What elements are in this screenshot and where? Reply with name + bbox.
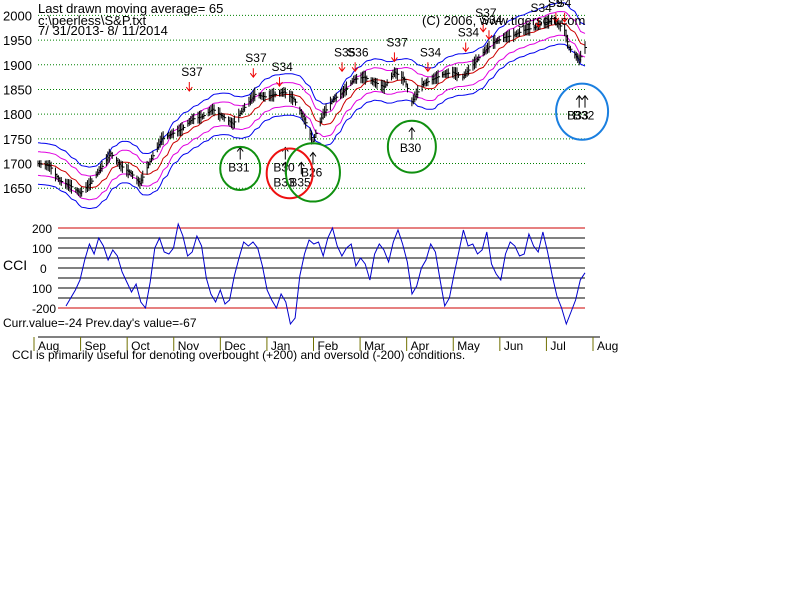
buy-signal-arrow [297,161,305,175]
sell-signal-arrow [424,62,432,73]
sell-signal-label: S4 [557,0,572,10]
price-tick-label: 1900 [3,58,32,73]
price-bars [37,14,587,198]
buy-signal-label: B30 [400,141,422,155]
header-ma-text: Last drawn moving average= 65 [38,1,223,16]
sell-signal-arrow [249,68,257,79]
buy-signal-arrow [309,151,317,165]
buy-signal-label: B31 [228,161,250,175]
sell-signal-label: S34 [530,1,552,15]
price-axis: 2000 1950 1900 1850 1800 1750 1700 1650 [3,8,32,196]
month-label: Nov [178,339,199,353]
sell-signal-arrow [479,22,487,33]
buy-signal-label: B33 [567,109,589,123]
buy-signal-arrow [575,94,583,108]
buy-signal-label: B32 [573,109,595,123]
sell-signal-label: S34 [271,60,293,74]
sell-signal-arrow [338,62,346,73]
header-file-text: c:\peerless\S&P.txt [38,13,147,28]
signal-highlight-circle [284,142,341,203]
cci-tick-label: -200 [32,302,56,316]
signal-highlight-circle [555,82,610,141]
month-label: Apr [411,339,430,353]
sell-signal-arrow [391,52,398,63]
month-label: Feb [318,339,339,353]
sell-signal-label: S34 [458,26,480,40]
cci-panel: 200 100 0 100 -200 [32,222,586,326]
cci-tick-label: 100 [32,242,52,256]
sell-signal-arrow [485,30,493,41]
sell-signal-arrow [351,62,359,73]
price-tick-label: 1950 [3,33,32,48]
cci-tick-label: 200 [32,222,52,236]
sell-signal-arrow [561,12,569,23]
month-label: Dec [224,339,245,353]
cci-current-value-text: Curr.value=-24 Prev.day's value=-67 [3,316,197,330]
cci-label: CCI [3,257,27,273]
sell-signal-label: S37 [181,65,203,79]
gridlines [38,14,585,189]
sell-signal-arrow [185,82,193,92]
month-label: Oct [131,339,150,353]
month-label: Jan [271,339,290,353]
sell-signal-arrow [276,77,283,87]
month-axis: Aug Sep Oct Nov Dec Jan Feb Mar Apr May Jun Jul Aug [33,336,618,353]
cci-tick-label: 100 [32,282,52,296]
moving-average-line [37,22,586,189]
cci-note-text: CCI is primarily useful for denoting ove… [12,348,465,362]
month-label: Aug [38,339,59,353]
sell-signal-label: S36 [347,45,369,59]
upper-blue-band [37,2,586,168]
highlight-circles [219,82,610,203]
buy-signal-label: B35 [289,175,311,189]
signal-markers: S37S37S34S35S36S37S34S34S37S34S34S9S4B31… [181,0,594,189]
signal-highlight-circle [265,147,314,200]
buy-signal-arrow [236,146,244,160]
month-label: Mar [364,339,385,353]
price-tick-label: 1700 [3,157,32,172]
month-label: May [457,339,480,353]
month-label: Sep [85,339,107,353]
sell-signal-label: S37 [386,35,408,49]
price-tick-label: 1850 [3,82,32,97]
month-label: Aug [597,339,618,353]
sell-signal-label: S34 [481,13,503,27]
sell-signal-arrow [535,17,542,28]
price-tick-label: 1650 [3,181,32,196]
sell-signal-label: S9 [548,0,563,10]
buy-signal-arrow [581,94,589,108]
sell-signal-label: S37 [245,51,267,65]
cci-tick-label: 0 [40,262,47,276]
price-tick-label: 1750 [3,132,32,147]
cci-line [65,222,586,326]
sell-signal-arrow [552,12,560,23]
header-range-text: 7/ 31/2013- 8/ 11/2014 [38,23,168,38]
buy-signal-label: B30 [273,161,295,175]
sell-signal-label: S37 [475,6,497,20]
sell-signal-label: S34 [420,45,442,59]
buy-signal-arrow [408,126,416,140]
price-tick-label: 1800 [3,107,32,122]
signal-highlight-circle [219,145,262,192]
month-label: Jun [504,339,523,353]
price-tick-label: 2000 [3,8,32,23]
sell-signal-label: S35 [334,45,356,59]
signal-highlight-circle [386,119,437,174]
month-label: Jul [550,339,565,353]
copyright-text: (C) 2006, www.tigersoft.com [422,13,585,28]
sell-signal-arrow [462,42,470,53]
